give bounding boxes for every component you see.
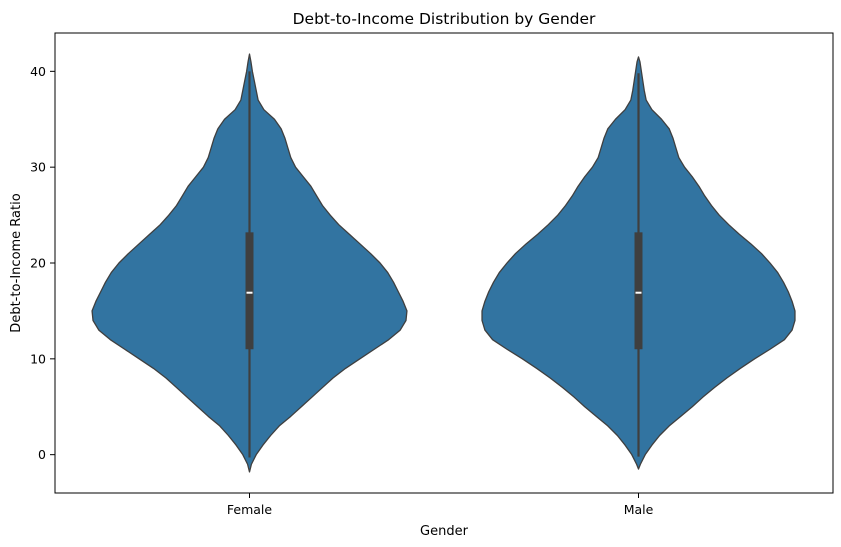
y-axis: 0 10 20 30 40	[30, 64, 55, 462]
violin-iqr-box	[634, 232, 643, 350]
x-tick-label-male: Male	[624, 502, 654, 517]
x-axis-title: Gender	[420, 524, 469, 539]
y-tick-label: 0	[38, 447, 46, 462]
y-tick-label: 20	[30, 256, 46, 271]
violin-male	[481, 56, 796, 470]
violins-layer	[91, 53, 796, 473]
y-axis-title: Debt-to-Income Ratio	[9, 193, 24, 332]
chart-title: Debt-to-Income Distribution by Gender	[293, 10, 596, 28]
violin-female	[91, 53, 408, 473]
y-tick-label: 10	[30, 351, 46, 366]
y-tick-label: 40	[30, 64, 46, 79]
x-axis: Female Male	[227, 493, 654, 517]
violin-iqr-box	[245, 232, 254, 350]
x-tick-label-female: Female	[227, 502, 273, 517]
y-tick-label: 30	[30, 160, 46, 175]
plot-frame	[54, 32, 834, 494]
